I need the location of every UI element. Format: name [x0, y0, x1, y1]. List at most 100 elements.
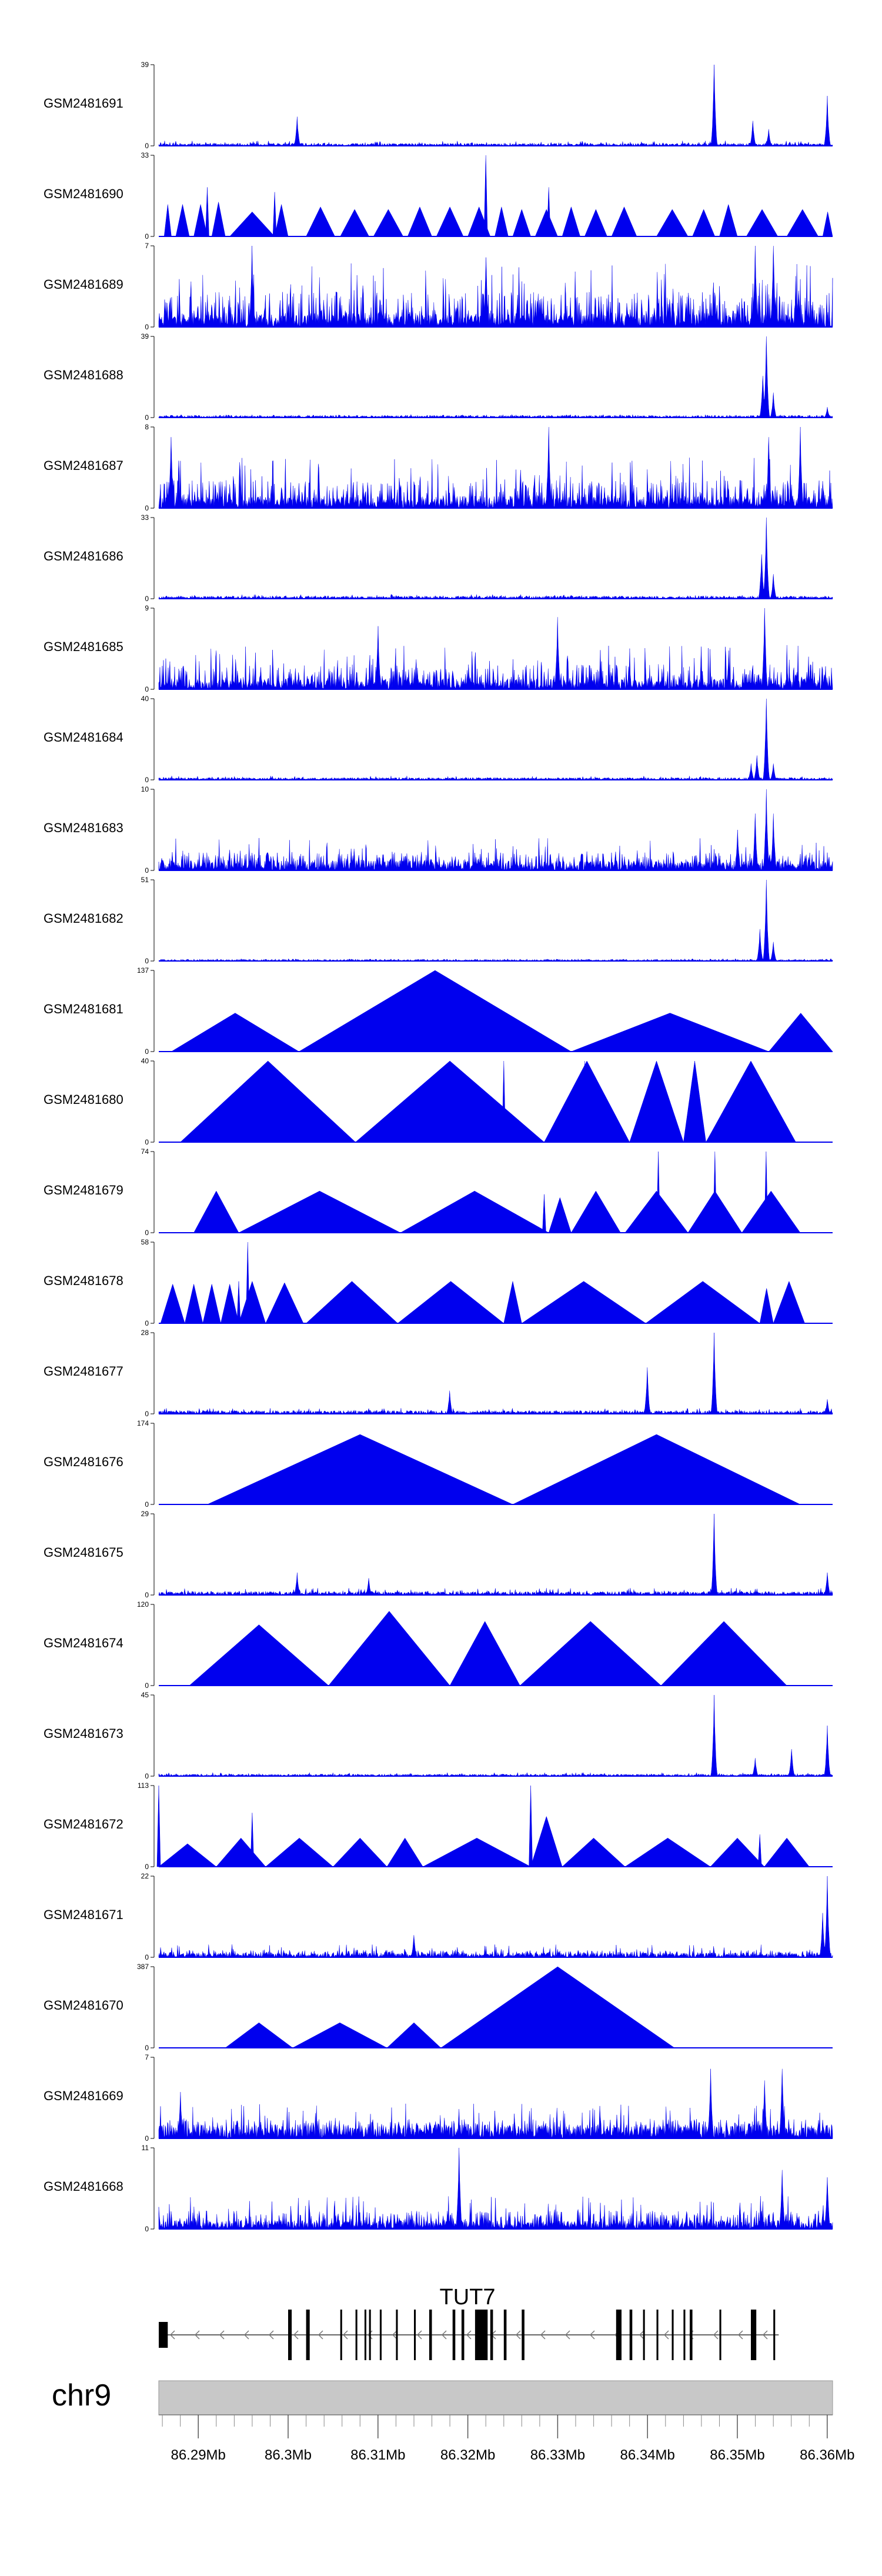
track-GSM2481683: GSM2481683 10 0 — [44, 785, 833, 875]
coverage-segment — [719, 203, 738, 237]
position-label: 86.36Mb — [800, 2447, 854, 2463]
gene-exon — [340, 2310, 342, 2360]
strand-arrow — [342, 2330, 348, 2340]
coverage-segment — [562, 1837, 626, 1867]
y-max-label: 58 — [141, 1238, 149, 1246]
y-min-label: 0 — [145, 232, 149, 241]
coverage-segment — [449, 1621, 520, 1686]
track-GSM2481686: GSM2481686 33 0 — [44, 513, 833, 603]
track-GSM2481677: GSM2481677 28 0 — [44, 1329, 833, 1418]
coverage-segment — [229, 211, 275, 237]
track-GSM2481688: GSM2481688 39 0 — [44, 332, 833, 422]
coverage-spike — [757, 1834, 762, 1867]
coverage-segment — [184, 1284, 203, 1324]
coverage-segment — [495, 206, 509, 237]
track-label: GSM2481673 — [44, 1726, 123, 1741]
coverage-segment — [202, 1284, 221, 1324]
strand-arrow — [663, 2330, 669, 2340]
gene-exon — [629, 2310, 633, 2360]
coverage-segment — [189, 1624, 329, 1686]
coverage-area — [158, 426, 833, 509]
coverage-segment — [423, 1837, 531, 1867]
track-GSM2481668: GSM2481668 11 0 — [44, 2144, 833, 2233]
y-min-label: 0 — [145, 1319, 149, 1327]
gene-exon — [414, 2310, 416, 2360]
track-GSM2481690: GSM2481690 33 0 — [44, 151, 833, 241]
track-label: GSM2481680 — [44, 1092, 123, 1107]
coverage-segment — [544, 1060, 630, 1143]
track-label: GSM2481675 — [44, 1545, 123, 1560]
coverage-area — [158, 879, 833, 962]
position-label: 86.34Mb — [620, 2447, 674, 2463]
coverage-segment — [158, 1843, 217, 1867]
coverage-segment — [822, 212, 833, 237]
coverage-spike — [502, 1060, 506, 1143]
coverage-segment — [660, 1621, 787, 1686]
strand-arrow — [441, 2330, 447, 2340]
y-min-label: 0 — [145, 957, 149, 965]
coverage-spike — [272, 192, 277, 237]
y-min-label: 0 — [145, 776, 149, 784]
coverage-segment — [759, 1288, 774, 1324]
track-GSM2481679: GSM2481679 74 0 — [44, 1147, 833, 1237]
coverage-segment — [193, 1190, 239, 1233]
coverage-area — [158, 698, 833, 780]
coverage-segment — [746, 209, 779, 237]
coverage-area — [158, 789, 833, 871]
track-label: GSM2481676 — [44, 1454, 123, 1469]
gene-exon — [369, 2310, 371, 2360]
track-label: GSM2481686 — [44, 549, 123, 563]
gene-exon — [671, 2310, 674, 2360]
gene-exon — [683, 2310, 686, 2360]
y-max-label: 40 — [141, 695, 149, 703]
coverage-spike — [205, 187, 209, 237]
y-min-label: 0 — [145, 595, 149, 603]
gene-exon — [452, 2310, 456, 2360]
coverage-segment — [519, 1621, 662, 1686]
track-label: GSM2481691 — [44, 96, 123, 111]
coverage-segment — [386, 1837, 423, 1867]
chromosome-label: chr9 — [52, 2378, 111, 2413]
track-label: GSM2481685 — [44, 639, 123, 654]
y-max-label: 74 — [141, 1147, 149, 1156]
coverage-segment — [373, 209, 404, 237]
coverage-spike — [529, 1785, 533, 1867]
coverage-area — [158, 245, 833, 328]
coverage-area — [158, 1694, 833, 1777]
track-label: GSM2481683 — [44, 820, 123, 835]
track-GSM2481676: GSM2481676 174 0 — [44, 1419, 833, 1509]
coverage-tracks: GSM2481691390GSM2481690330GSM248168970GS… — [44, 61, 833, 2233]
coverage-segment — [225, 2022, 293, 2048]
y-max-label: 33 — [141, 513, 149, 522]
y-min-label: 0 — [145, 2225, 149, 2233]
track-GSM2481674: GSM2481674 120 0 — [44, 1600, 833, 1690]
coverage-segment — [645, 1281, 760, 1324]
strand-arrow — [243, 2330, 249, 2340]
track-GSM2481681: GSM2481681 137 0 — [44, 966, 833, 1056]
coverage-segment — [193, 204, 208, 237]
coverage-spike — [483, 155, 488, 237]
gene-exon — [475, 2310, 488, 2360]
gene-exon — [306, 2310, 310, 2360]
coverage-segment — [397, 1281, 505, 1324]
coverage-segment — [305, 1281, 399, 1324]
coverage-segment — [530, 1816, 563, 1867]
track-label: GSM2481671 — [44, 1907, 123, 1922]
coverage-segment — [355, 1060, 545, 1143]
y-max-label: 8 — [145, 423, 149, 431]
coverage-area — [158, 517, 833, 599]
coverage-segment — [298, 970, 572, 1052]
track-label: GSM2481668 — [44, 2179, 123, 2194]
gene-exon — [159, 2322, 168, 2348]
gene-exon — [355, 2310, 358, 2360]
position-label: 86.33Mb — [530, 2447, 585, 2463]
coverage-spike — [713, 1151, 717, 1233]
track-GSM2481689: GSM2481689 7 0 — [44, 242, 833, 331]
y-max-label: 113 — [138, 1781, 149, 1790]
y-max-label: 22 — [141, 1872, 149, 1880]
gene-exon — [690, 2310, 693, 2360]
strand-arrow — [194, 2330, 200, 2340]
coverage-segment — [768, 1013, 833, 1052]
y-max-label: 137 — [137, 966, 149, 975]
